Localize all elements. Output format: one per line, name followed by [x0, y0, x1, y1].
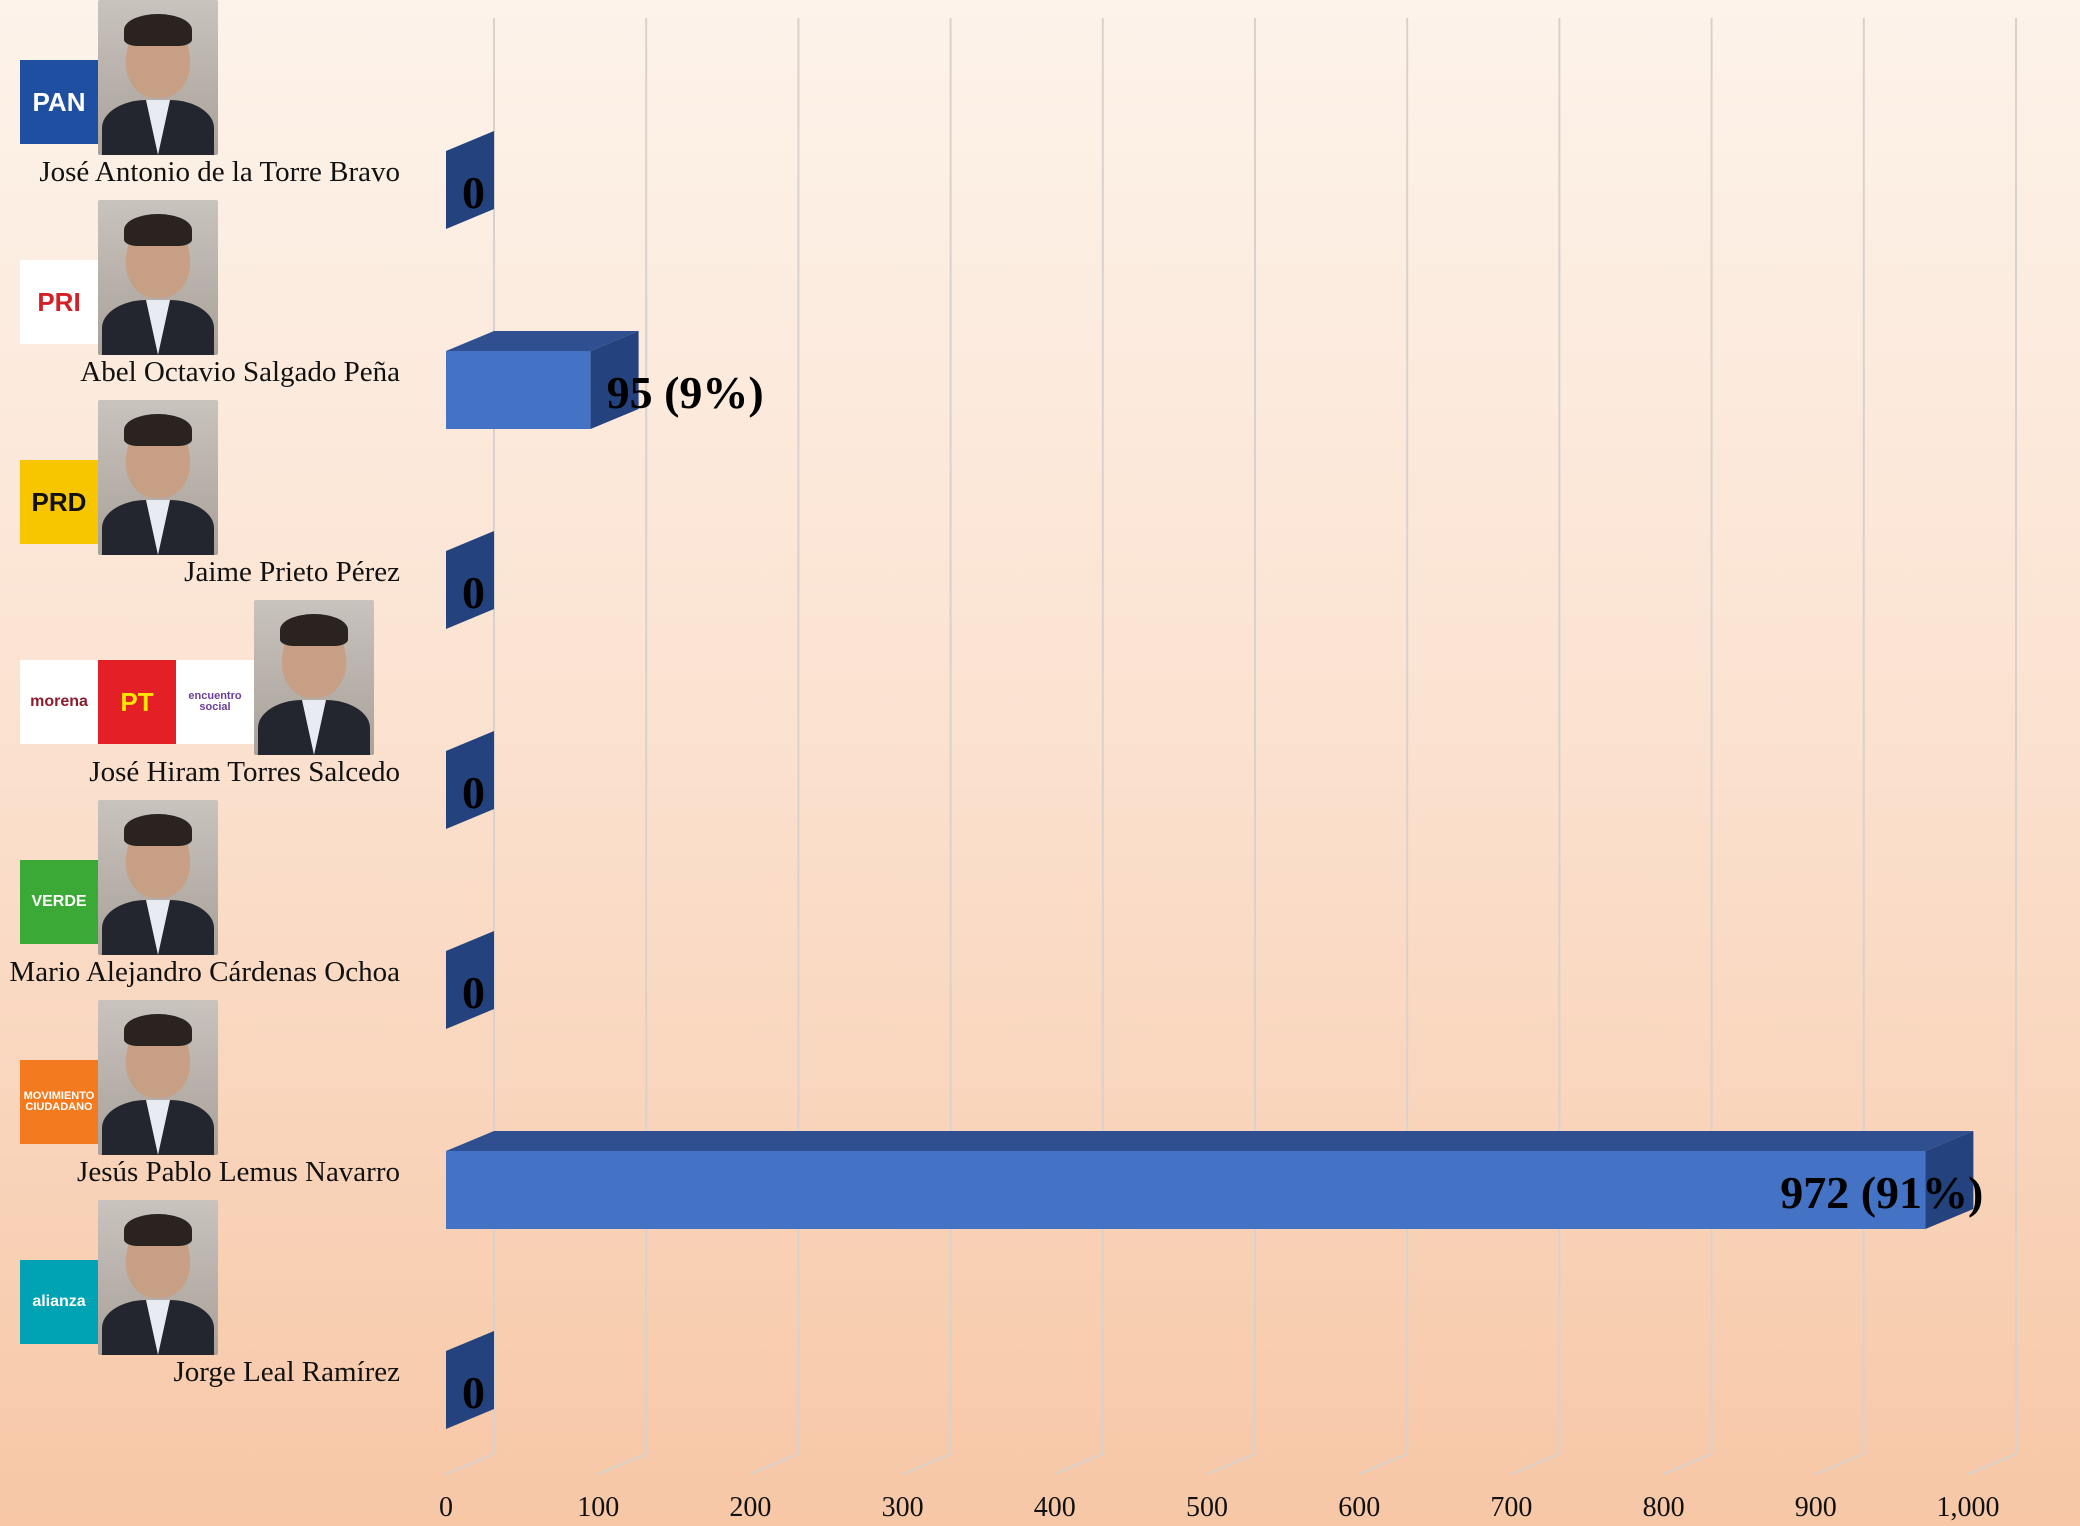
x-tick-label: 400	[1034, 1492, 1076, 1523]
data-label: 0	[462, 1367, 485, 1418]
x-tick-label: 600	[1338, 1492, 1380, 1523]
data-label: 95 (9%)	[607, 367, 764, 418]
party-logo-text: PAN	[32, 87, 86, 117]
bar-side	[446, 531, 494, 629]
candidate-photo	[98, 0, 218, 155]
x-tick-label: 100	[577, 1492, 619, 1523]
candidate-photo	[98, 200, 218, 355]
floor-gridline	[597, 1453, 647, 1475]
candidate-entry: PRD Jaime Prieto Pérez	[0, 400, 440, 600]
bar	[446, 351, 591, 429]
candidate-name: Jaime Prieto Pérez	[184, 556, 400, 588]
x-tick-label: 300	[882, 1492, 924, 1523]
party-logo-text: MOVIMIENTO CIUDADANO	[23, 1090, 95, 1113]
data-label: 0	[462, 167, 485, 218]
floor-gridline	[1054, 1453, 1104, 1475]
encuentro-social-logo: encuentro social	[176, 660, 254, 744]
party-logo-text: morena	[30, 693, 88, 710]
bar-side	[446, 731, 494, 829]
pri-logo: PRI	[20, 260, 98, 344]
prd-logo: PRD	[20, 460, 98, 544]
candidate-photo	[98, 1200, 218, 1355]
floor-gridline	[1358, 1453, 1408, 1475]
candidate-entry: alianza Jorge Leal Ramírez	[0, 1200, 440, 1400]
candidate-entry: PRI Abel Octavio Salgado Peña	[0, 200, 440, 400]
party-logo-text: encuentro social	[188, 690, 242, 713]
candidate-entry: MOVIMIENTO CIUDADANO Jesús Pablo Lemus Na…	[0, 1000, 440, 1200]
data-label: 972 (91%)	[1780, 1167, 1983, 1218]
floor-gridline	[902, 1453, 951, 1475]
bar-top	[446, 1131, 1974, 1151]
bar-side	[446, 1331, 494, 1429]
bar-top	[446, 331, 639, 351]
candidate-name: José Hiram Torres Salcedo	[89, 756, 400, 788]
floor-gridline	[1815, 1453, 1865, 1475]
candidate-entry: morena PT encuentro social José Hiram Torre…	[0, 600, 440, 800]
nueva-alianza-logo: alianza	[20, 1260, 98, 1344]
bar-side	[446, 131, 494, 229]
party-logo-text: PRI	[37, 287, 81, 317]
bar	[446, 1151, 1926, 1229]
floor-gridline	[1511, 1453, 1560, 1475]
x-tick-label: 500	[1186, 1492, 1228, 1523]
floor-gridline	[445, 1453, 495, 1475]
floor-gridline	[1206, 1453, 1256, 1475]
candidate-photo	[254, 600, 374, 755]
floor-gridline	[750, 1453, 799, 1475]
x-tick-label: 700	[1490, 1492, 1532, 1523]
pan-logo: PAN	[20, 60, 98, 144]
candidate-photo	[98, 800, 218, 955]
party-logo-text: VERDE	[31, 893, 87, 910]
verde-logo: VERDE	[20, 860, 98, 944]
x-tick-label: 800	[1643, 1492, 1685, 1523]
floor-gridline	[1663, 1453, 1712, 1475]
candidate-name: Jorge Leal Ramírez	[173, 1356, 400, 1388]
candidate-photo	[98, 400, 218, 555]
candidate-name: Abel Octavio Salgado Peña	[80, 356, 400, 388]
party-logo-text: PRD	[31, 487, 87, 517]
movimiento-ciudadano-logo: MOVIMIENTO CIUDADANO	[20, 1060, 98, 1144]
candidate-entry: VERDE Mario Alejandro Cárdenas Ochoa	[0, 800, 440, 1000]
data-label: 0	[462, 967, 485, 1018]
data-label: 0	[462, 767, 485, 818]
candidate-entry: PAN José Antonio de la Torre Bravo	[0, 0, 440, 200]
x-tick-label: 1,000	[1937, 1492, 2000, 1523]
pt-logo: PT	[98, 660, 176, 744]
x-tick-label: 0	[439, 1492, 453, 1523]
candidate-name: José Antonio de la Torre Bravo	[39, 156, 400, 188]
floor-gridline	[1967, 1453, 2017, 1475]
x-tick-label: 200	[729, 1492, 771, 1523]
candidate-name: Jesús Pablo Lemus Navarro	[77, 1156, 400, 1188]
data-label: 0	[462, 567, 485, 618]
bar-side	[446, 931, 494, 1029]
morena-logo: morena	[20, 660, 98, 744]
party-logo-text: PT	[120, 687, 154, 717]
bar-side	[590, 331, 639, 429]
candidate-name: Mario Alejandro Cárdenas Ochoa	[9, 956, 400, 988]
candidate-photo	[98, 1000, 218, 1155]
bar-side	[1925, 1131, 1974, 1229]
party-logo-text: alianza	[32, 1293, 86, 1310]
x-tick-label: 900	[1795, 1492, 1837, 1523]
